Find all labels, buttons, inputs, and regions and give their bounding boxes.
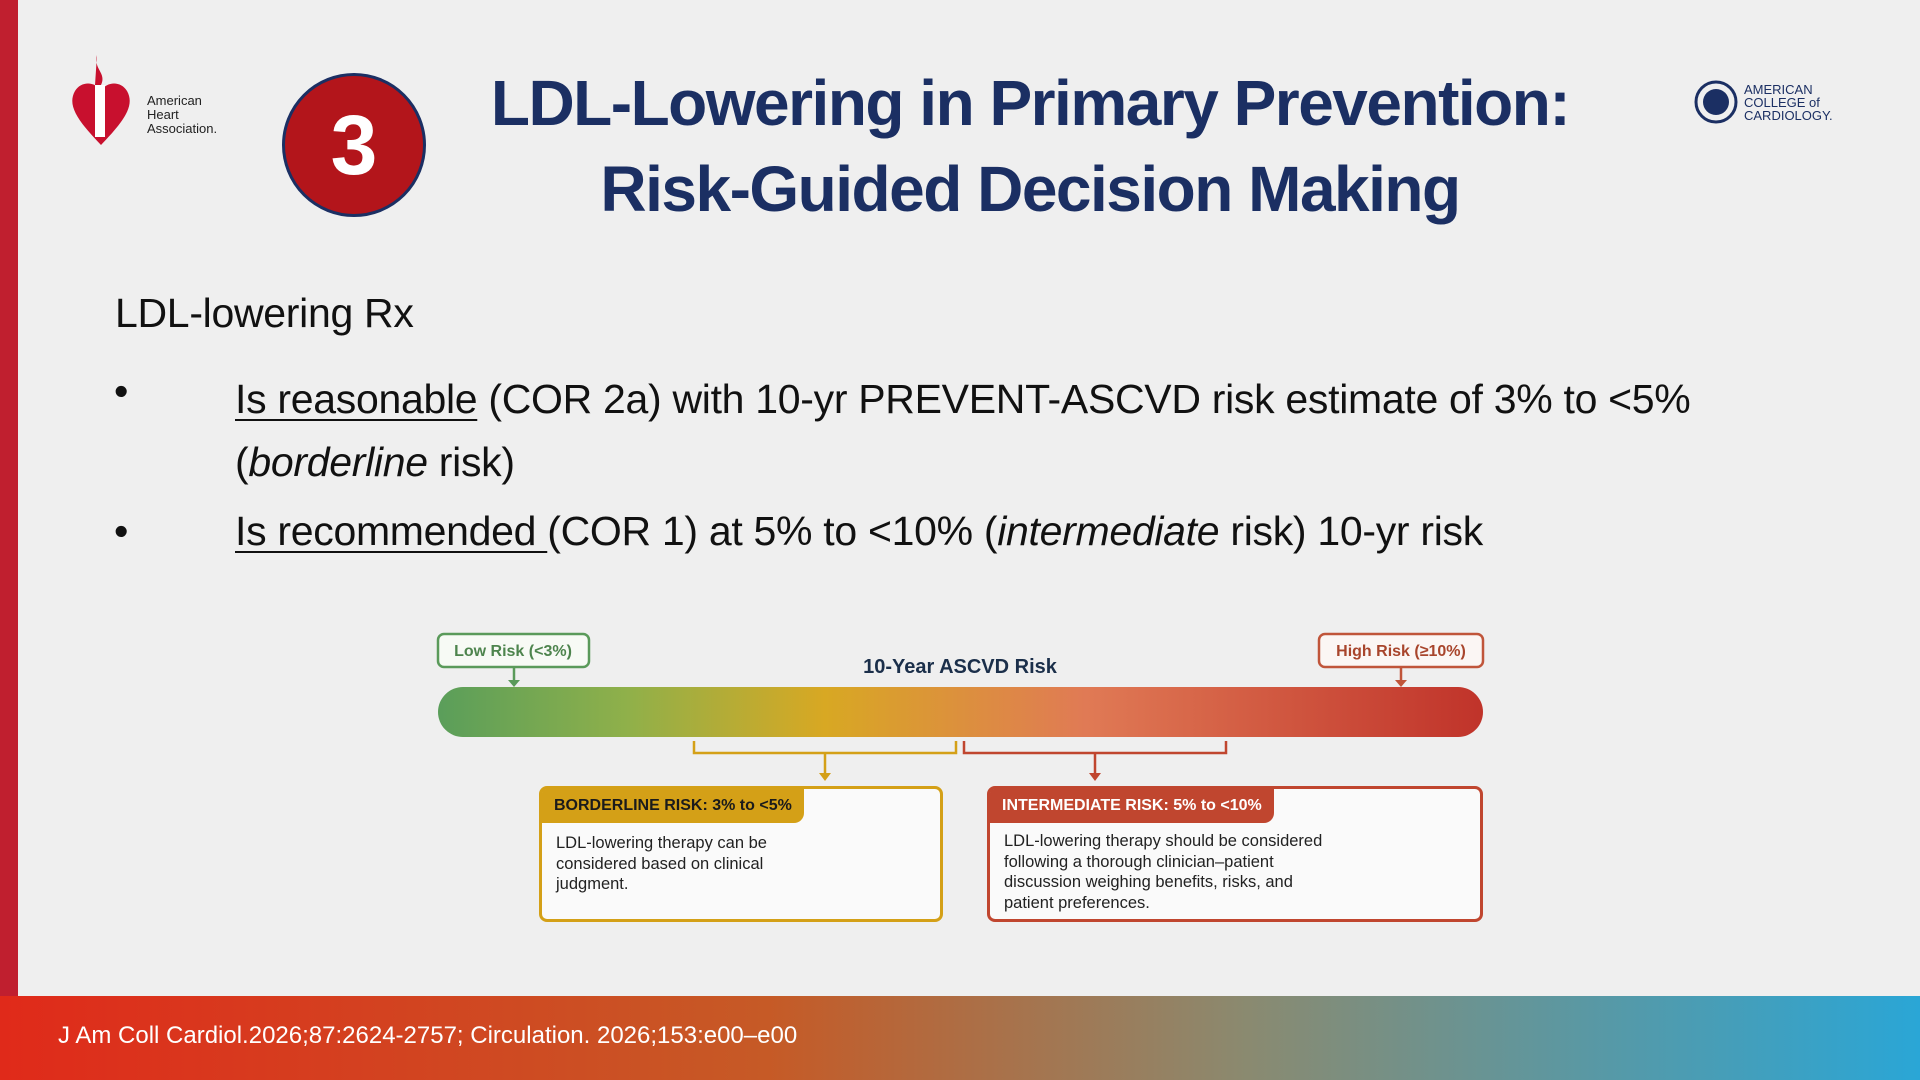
text: (COR 1) at 5% to <10% ( xyxy=(547,508,998,554)
logo-text: Association. xyxy=(147,121,217,136)
bullet-marker: • xyxy=(114,368,129,414)
bullet-marker: • xyxy=(114,508,129,554)
underlined-text: Is reasonable xyxy=(235,376,478,422)
footer-bar xyxy=(0,996,1920,1080)
title: Risk-Guided Decision Making xyxy=(600,153,1461,225)
title: LDL-Lowering in Primary Prevention: xyxy=(490,67,1571,139)
acc-logo: AMERICAN COLLEGE of CARDIOLOGY. xyxy=(1694,80,1833,124)
borderline-box: BORDERLINE RISK: 3% to <5% LDL-lowering … xyxy=(539,786,943,922)
text: (COR 2a) with 10-yr PREVENT-ASCVD risk e… xyxy=(235,376,1691,485)
logo-text: AMERICAN xyxy=(1744,82,1813,97)
box-header: INTERMEDIATE RISK: 5% to <10% xyxy=(990,789,1274,823)
italic-text: borderline xyxy=(248,439,428,485)
axis-title: 10-Year ASCVD Risk xyxy=(863,656,1058,678)
aha-logo: American Heart Association. xyxy=(72,55,217,145)
box-text: LDL-lowering therapy can be considered b… xyxy=(556,834,767,893)
side-bar xyxy=(0,0,18,996)
label: Low Risk (<3%) xyxy=(454,643,572,660)
intermediate-box: INTERMEDIATE RISK: 5% to <10% LDL-loweri… xyxy=(987,786,1483,922)
bullet: Is reasonable (COR 2a) with 10-yr PREVEN… xyxy=(235,368,1825,494)
label: High Risk (≥10%) xyxy=(1336,643,1466,660)
box-text: LDL-lowering therapy should be considere… xyxy=(1004,832,1323,912)
heading: LDL-lowering Rx xyxy=(115,290,414,336)
logo-text: COLLEGE of xyxy=(1744,95,1820,110)
box-header: BORDERLINE RISK: 3% to <5% xyxy=(542,789,804,823)
logo-text: CARDIOLOGY. xyxy=(1744,108,1833,123)
logo-text: Heart xyxy=(147,107,179,122)
italic-text: intermediate xyxy=(997,508,1220,554)
text: risk) xyxy=(427,439,515,485)
bullet: Is recommended (COR 1) at 5% to <10% (in… xyxy=(235,508,1825,555)
underlined-text: Is recommended xyxy=(235,508,548,554)
text: risk) 10-yr risk xyxy=(1219,508,1483,554)
citation: J Am Coll Cardiol.2026;87:2624-2757; Cir… xyxy=(58,1022,798,1049)
badge: 3 xyxy=(282,73,426,217)
logo-text: American xyxy=(147,93,202,108)
